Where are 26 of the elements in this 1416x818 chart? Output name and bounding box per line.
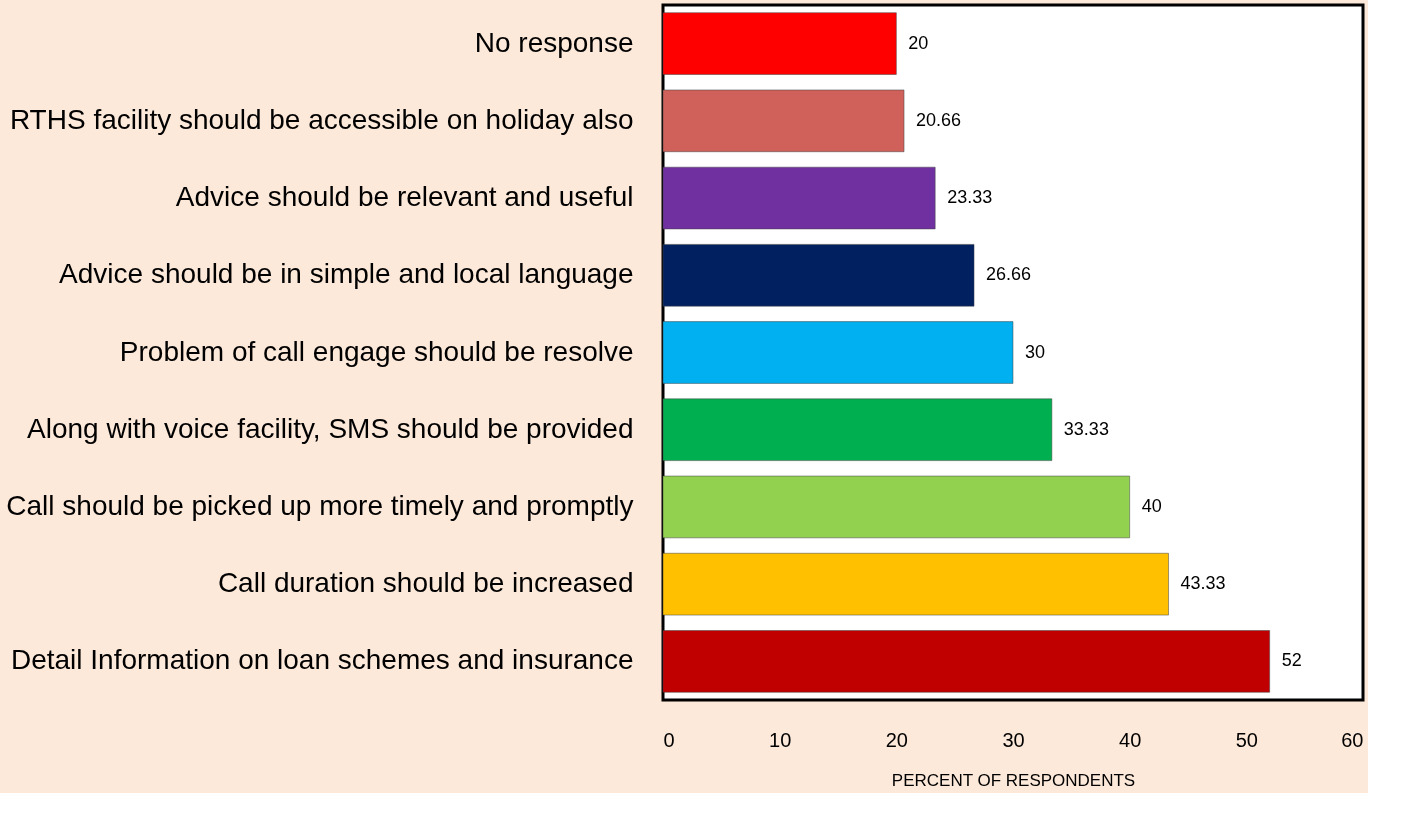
data-label: 52 [1281,650,1302,671]
y-tick-label: RTHS facility should be accessible on holiday also [9,103,634,135]
x-tick-label: 0 [663,728,675,751]
y-tick-label: Call duration should be increased [217,567,634,599]
data-label: 20.66 [916,109,962,130]
data-label: 40 [1141,495,1162,516]
x-tick-label: 20 [885,728,908,751]
y-tick-label: Detail Information on loan schemes and insurance [10,644,634,676]
data-label: 26.66 [986,264,1032,285]
x-tick-label: 10 [769,728,792,751]
y-tick-label: No response [474,26,634,58]
data-label: 43.33 [1180,573,1226,594]
data-label: 33.33 [1063,418,1109,439]
y-tick-label: Advice should be in simple and local language [59,258,634,290]
data-label: 23.33 [947,187,993,208]
x-tick-label: 40 [1119,728,1142,751]
y-tick-label: Along with voice facility, SMS should be provided [27,412,634,444]
x-tick-label: 60 [1341,728,1364,751]
data-label: 30 [1025,341,1046,362]
y-tick-label: Problem of call engage should be resolve [119,335,634,367]
y-tick-label: Call should be picked up more timely and promptly [6,489,634,521]
y-tick-label: Advice should be relevant and useful [175,181,634,213]
x-axis-title: PERCENT OF RESPONDENTS [891,770,1136,790]
data-label: 20 [908,32,929,53]
x-tick-label: 50 [1235,728,1258,751]
x-tick-label: 30 [1002,728,1025,751]
